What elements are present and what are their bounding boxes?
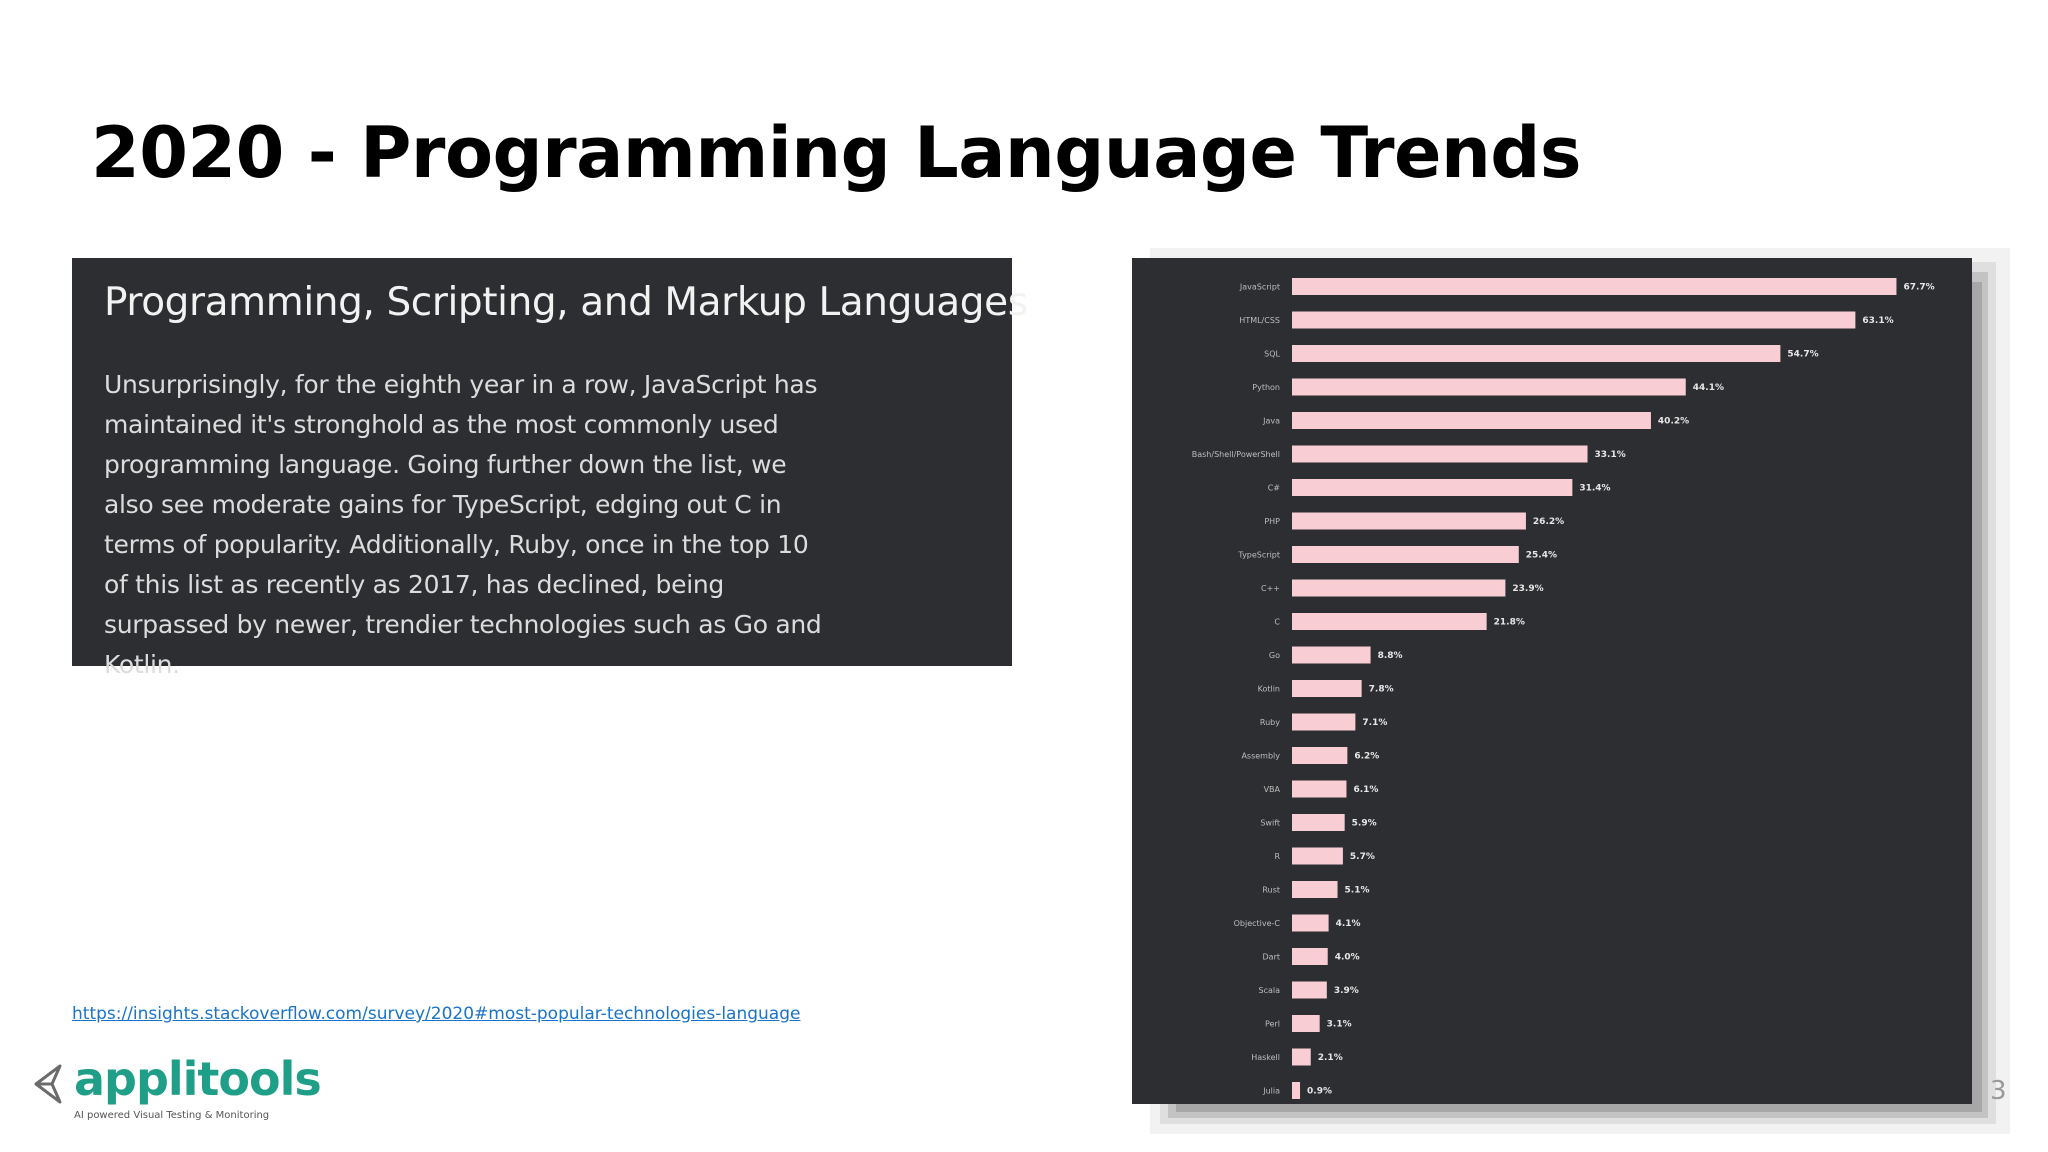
source-link[interactable]: https://insights.stackoverflow.com/surve… <box>72 1004 801 1024</box>
bar <box>1292 680 1362 697</box>
bar <box>1292 1082 1301 1099</box>
summary-body: Unsurprisingly, for the eighth year in a… <box>104 370 822 679</box>
category-label: Assembly <box>1241 752 1280 761</box>
category-label: Ruby <box>1260 718 1280 727</box>
value-label: 3.1% <box>1327 1020 1352 1030</box>
value-label: 6.2% <box>1354 752 1379 762</box>
slide-title: 2020 - Programming Language Trends <box>91 112 1582 194</box>
value-label: 6.1% <box>1353 785 1378 795</box>
bar <box>1292 713 1356 731</box>
bar <box>1292 981 1327 999</box>
value-label: 33.1% <box>1595 450 1626 460</box>
value-label: 7.8% <box>1369 685 1394 695</box>
value-label: 3.9% <box>1334 986 1359 996</box>
value-label: 40.2% <box>1658 417 1689 427</box>
bar <box>1292 646 1371 664</box>
bar <box>1292 948 1328 965</box>
category-label: Kotlin <box>1258 685 1280 694</box>
value-label: 5.7% <box>1350 852 1375 862</box>
value-label: 8.8% <box>1378 651 1403 661</box>
bar <box>1292 814 1345 831</box>
category-label: PHP <box>1264 517 1280 526</box>
category-label: Rust <box>1262 886 1280 895</box>
bar <box>1292 579 1506 597</box>
bar <box>1292 1048 1311 1066</box>
category-label: C <box>1274 618 1280 627</box>
bar <box>1292 613 1487 630</box>
category-label: Haskell <box>1251 1053 1280 1062</box>
value-label: 67.7% <box>1903 283 1934 293</box>
logo-mark-icon <box>34 1064 62 1104</box>
bar <box>1292 311 1856 329</box>
category-label: Swift <box>1260 819 1280 828</box>
value-label: 7.1% <box>1362 718 1387 728</box>
category-label: Scala <box>1258 986 1280 995</box>
category-label: C++ <box>1261 584 1280 593</box>
value-label: 31.4% <box>1579 484 1610 494</box>
value-label: 25.4% <box>1526 551 1557 561</box>
value-label: 5.1% <box>1345 886 1370 896</box>
value-label: 4.0% <box>1335 953 1360 963</box>
logo-wordmark: applitools <box>74 1052 322 1106</box>
bar <box>1292 278 1897 295</box>
value-label: 5.9% <box>1352 819 1377 829</box>
category-label: SQL <box>1264 350 1280 359</box>
bar <box>1292 747 1348 764</box>
category-label: Perl <box>1265 1020 1280 1029</box>
logo-tagline: AI powered Visual Testing & Monitoring <box>74 1110 270 1121</box>
category-label: Java <box>1262 417 1280 426</box>
value-label: 54.7% <box>1787 350 1818 360</box>
value-label: 23.9% <box>1512 584 1543 594</box>
value-label: 26.2% <box>1533 517 1564 527</box>
bar <box>1292 512 1526 530</box>
bar <box>1292 881 1338 898</box>
category-label: Dart <box>1263 953 1281 962</box>
summary-card: Programming, Scripting, and Markup Langu… <box>72 258 1028 679</box>
applitools-logo: applitools AI powered Visual Testing & M… <box>30 1052 322 1132</box>
category-label: C# <box>1268 484 1281 493</box>
value-label: 44.1% <box>1693 383 1724 393</box>
language-bar-chart: JavaScript 67.7% HTML/CSS 63.1% SQL 54.7% Pyth… <box>1192 278 1935 1099</box>
category-label: VBA <box>1264 785 1281 794</box>
bar <box>1292 445 1588 463</box>
bar <box>1292 780 1347 798</box>
language-chart: JavaScript 67.7% HTML/CSS 63.1% SQL 54.7% Pyth… <box>1132 258 1972 1104</box>
bar <box>1292 412 1651 429</box>
value-label: 21.8% <box>1494 618 1525 628</box>
category-label: Go <box>1269 651 1280 660</box>
category-label: JavaScript <box>1239 283 1280 292</box>
value-label: 4.1% <box>1336 919 1361 929</box>
summary-heading: Programming, Scripting, and Markup Langu… <box>104 280 1028 325</box>
bar <box>1292 479 1573 496</box>
bar <box>1292 345 1781 362</box>
category-label: R <box>1274 852 1280 861</box>
category-label: Objective-C <box>1234 919 1281 928</box>
category-label: Python <box>1252 383 1280 392</box>
category-label: Julia <box>1262 1087 1280 1096</box>
bar <box>1292 847 1343 865</box>
page-number: 3 <box>1990 1076 2007 1106</box>
bar <box>1292 1015 1320 1032</box>
category-label: HTML/CSS <box>1239 316 1280 325</box>
value-label: 2.1% <box>1318 1053 1343 1063</box>
bar <box>1292 914 1329 932</box>
bar <box>1292 378 1686 396</box>
category-label: TypeScript <box>1237 551 1280 560</box>
value-label: 0.9% <box>1307 1087 1332 1097</box>
category-label: Bash/Shell/PowerShell <box>1192 450 1280 459</box>
value-label: 63.1% <box>1862 316 1893 326</box>
bar <box>1292 546 1519 563</box>
